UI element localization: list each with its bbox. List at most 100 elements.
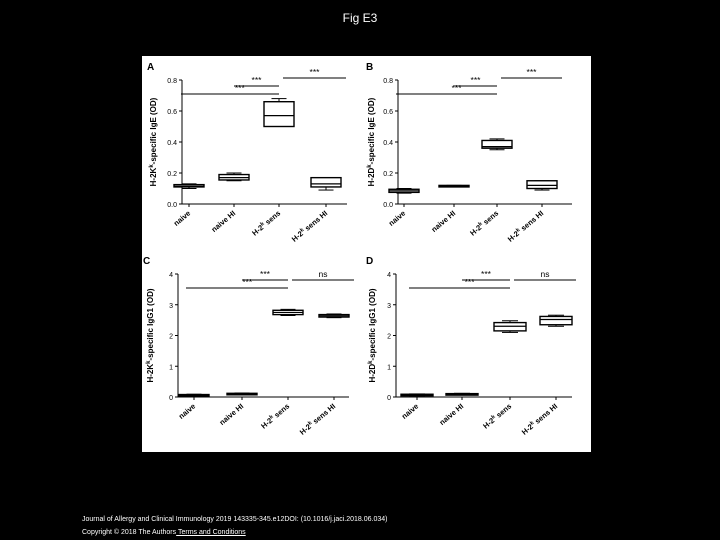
y-axis-label-superscript: k: [149, 164, 155, 168]
y-tick-label: 1: [169, 364, 173, 371]
significance-label: ***: [452, 83, 463, 93]
y-axis-label-part: H-2K: [146, 364, 155, 383]
x-tick-label: naive: [387, 209, 407, 228]
box-4: [318, 313, 350, 319]
significance-label: ***: [465, 277, 476, 287]
y-tick-label: 0: [169, 395, 173, 402]
box-2: [438, 184, 470, 188]
panel-letter: C: [143, 256, 150, 267]
y-tick-label: 0.0: [383, 202, 393, 209]
box-1: [388, 188, 420, 194]
y-tick-label: 3: [387, 303, 391, 310]
x-tick-label: H-2k sens HI: [298, 402, 337, 437]
x-tick-label-part: sens HI: [517, 209, 545, 234]
x-tick-label-superscript: k: [299, 227, 306, 234]
x-tick-label-superscript: k: [515, 227, 522, 234]
panel-b: B0.00.20.40.60.8H-2Dk-specific IgE (OD)n…: [366, 62, 572, 244]
x-tick-label-part: sens: [480, 209, 500, 228]
y-tick-label: 0.8: [383, 78, 393, 85]
box-iqr: [310, 176, 342, 188]
x-tick-label-superscript: k: [529, 420, 536, 427]
y-tick-label: 0.6: [383, 109, 393, 116]
y-axis-label: H-2Kk-specific IgG1 (OD): [146, 288, 155, 382]
x-tick-label: naive HI: [209, 209, 237, 234]
box-2: [226, 392, 258, 396]
terms-link[interactable]: Terms and Conditions: [176, 529, 246, 536]
x-tick-label-part: sens HI: [301, 209, 329, 234]
box-1: [400, 393, 434, 397]
box-1: [178, 393, 210, 397]
significance-label: ***: [252, 75, 263, 85]
y-axis-label-superscript: k: [146, 360, 152, 364]
y-axis-label: H-2Dk-specific IgG1 (OD): [368, 288, 377, 382]
x-tick-label-superscript: k: [477, 220, 484, 227]
x-tick-label-part: sens: [262, 209, 282, 228]
x-tick-label: H-2k sens: [468, 209, 500, 238]
x-tick-label: naive HI: [217, 402, 245, 427]
panel-a: A0.00.20.40.60.8H-2Kk-specific IgE (OD)n…: [147, 62, 347, 244]
boxplot-figure: A0.00.20.40.60.8H-2Kk-specific IgE (OD)n…: [143, 62, 576, 437]
y-axis-label-part: H-2D: [368, 364, 377, 383]
y-tick-label: 0.6: [167, 109, 177, 116]
y-axis-label-part: -specific IgE (OD): [367, 97, 376, 164]
box-4: [539, 314, 573, 327]
x-tick-label-superscript: k: [307, 420, 314, 427]
significance-label: ***: [527, 67, 538, 77]
significance-label: ***: [235, 83, 246, 93]
y-tick-label: 0: [387, 395, 391, 402]
x-tick-label-superscript: k: [268, 413, 275, 420]
y-tick-label: 0.8: [167, 78, 177, 85]
y-tick-label: 1: [387, 364, 391, 371]
y-axis-label-part: -specific IgE (OD): [149, 97, 158, 164]
panel-letter: A: [147, 62, 154, 73]
x-tick-label: H-2k sens HI: [506, 209, 545, 244]
box-iqr: [481, 139, 513, 149]
y-axis-label-superscript: k: [367, 164, 373, 168]
y-axis-label-part: -specific IgG1 (OD): [146, 288, 155, 360]
y-axis-label: H-2Dk-specific IgE (OD): [367, 97, 376, 186]
y-tick-label: 3: [169, 303, 173, 310]
citation-text: Journal of Allergy and Clinical Immunolo…: [82, 516, 388, 523]
significance-label: ***: [242, 277, 253, 287]
box-iqr: [539, 315, 573, 326]
y-axis-label: H-2Kk-specific IgE (OD): [149, 97, 158, 186]
x-tick-label: H-2k sens: [250, 209, 282, 238]
y-tick-label: 2: [387, 334, 391, 341]
significance-label: ns: [541, 269, 550, 279]
box-3: [263, 98, 295, 128]
y-axis-label-part: -specific IgG1 (OD): [368, 288, 377, 360]
x-tick-label: naive: [400, 402, 420, 421]
y-tick-label: 0.4: [383, 140, 393, 147]
box-iqr: [526, 180, 558, 190]
significance-label: ***: [471, 75, 482, 85]
x-tick-label: naive: [172, 209, 192, 228]
x-tick-label-part: sens: [493, 402, 513, 421]
x-tick-label: naive HI: [429, 209, 457, 234]
y-axis-label-part: H-2D: [367, 167, 376, 186]
x-tick-label: H-2k sens: [259, 402, 291, 431]
y-axis-label-superscript: k: [368, 360, 374, 364]
y-tick-label: 0.2: [383, 171, 393, 178]
x-tick-label-part: sens HI: [531, 402, 559, 427]
x-tick-label: naive: [177, 402, 197, 421]
box-iqr: [263, 101, 295, 128]
significance-label: ***: [310, 67, 321, 77]
box-4: [526, 180, 558, 191]
x-tick-label-part: sens HI: [309, 402, 337, 427]
box-4: [310, 176, 342, 191]
panel-letter: B: [366, 62, 373, 73]
significance-label: ***: [260, 269, 271, 279]
y-tick-label: 0.2: [167, 171, 177, 178]
box-3: [272, 308, 304, 317]
x-tick-label-superscript: k: [259, 220, 266, 227]
x-tick-label: H-2k sens: [481, 402, 513, 431]
y-tick-label: 4: [169, 272, 173, 279]
box-2: [218, 172, 250, 182]
panel-letter: D: [366, 256, 373, 267]
figure-title: Fig E3: [342, 11, 378, 25]
x-tick-label: H-2k sens HI: [520, 402, 559, 437]
copyright-text: Copyright © 2018 The Authors: [82, 529, 177, 536]
y-tick-label: 0.0: [167, 202, 177, 209]
box-3: [481, 138, 513, 151]
